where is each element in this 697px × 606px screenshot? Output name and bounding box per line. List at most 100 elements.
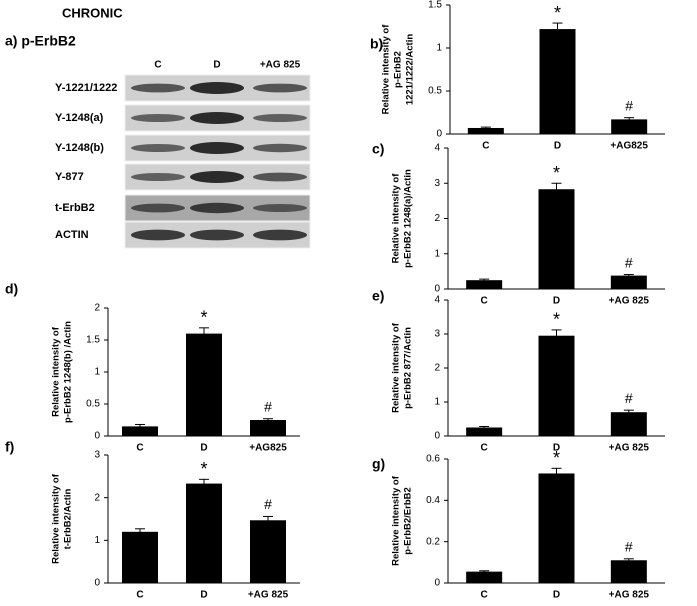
bar — [122, 531, 158, 583]
bar-chart: e) 0 1 2 3 4 Relative intensity of p-ErbB2 877/… — [372, 288, 665, 454]
y-axis-label: Relative intensity of — [391, 475, 402, 566]
significance-mark: # — [264, 398, 272, 414]
bar — [186, 333, 222, 436]
significance-mark: # — [625, 390, 633, 406]
blot-band — [190, 202, 244, 214]
bar — [610, 560, 647, 583]
lane-label: D — [213, 60, 220, 71]
blot-band — [253, 204, 307, 212]
blot-band — [190, 112, 244, 124]
x-tick-label: +AG 825 — [609, 296, 650, 307]
y-tick-label: 0.5 — [428, 86, 442, 97]
x-tick-label: D — [200, 443, 207, 454]
significance-mark: # — [625, 97, 633, 113]
x-tick-label: +AG 825 — [248, 590, 289, 601]
bar — [538, 473, 575, 583]
y-tick-label: 0.6 — [426, 454, 440, 465]
y-axis-label: 1221/1222/Actin — [405, 34, 416, 105]
bar — [467, 127, 504, 134]
y-tick-label: 1 — [94, 367, 100, 378]
blot-band — [253, 114, 307, 122]
y-tick-label: 2 — [434, 363, 440, 374]
panel-label: g) — [372, 456, 385, 472]
y-axis-label: p-ErbB2 1248(a)/Actin — [403, 169, 414, 268]
blot-band — [131, 144, 185, 152]
bar — [539, 29, 576, 134]
y-axis-label: p-ErbB2/ErbB2 — [403, 487, 414, 555]
row-label: Y-1248(a) — [55, 112, 104, 124]
y-axis-label: p-ErbB2 877/Actin — [403, 327, 414, 409]
x-tick-label: C — [481, 590, 488, 601]
blot-band — [131, 203, 185, 213]
y-tick-label: 1 — [94, 535, 100, 546]
x-tick-label: +AG825 — [249, 443, 287, 454]
blot-band — [190, 142, 244, 154]
y-tick-label: 0.4 — [426, 495, 440, 506]
y-tick-label: 0 — [94, 431, 100, 442]
y-tick-label: 0 — [434, 578, 440, 589]
y-tick-label: 0.2 — [426, 536, 440, 547]
significance-mark: * — [200, 308, 207, 328]
row-label: t-ErbB2 — [55, 202, 95, 214]
y-tick-label: 1 — [434, 248, 440, 259]
y-tick-label: 0 — [436, 129, 442, 140]
blot-band — [190, 82, 244, 94]
bar — [186, 483, 222, 583]
y-axis-label: Relative intensity of — [391, 322, 402, 413]
significance-mark: * — [553, 163, 560, 183]
y-tick-label: 0 — [434, 284, 440, 295]
x-tick-label: +AG 825 — [609, 590, 650, 601]
x-tick-label: D — [553, 590, 560, 601]
y-tick-label: 3 — [434, 178, 440, 189]
significance-mark: * — [553, 310, 560, 330]
y-axis-label: Relative intensity of — [51, 473, 62, 564]
panel-label: c) — [372, 141, 384, 157]
bar — [610, 412, 647, 436]
x-tick-label: D — [553, 443, 560, 454]
bar — [611, 119, 648, 134]
x-tick-label: C — [482, 141, 489, 152]
lane-label: +AG 825 — [260, 60, 301, 71]
x-tick-label: +AG825 — [610, 141, 648, 152]
bar — [538, 335, 575, 436]
significance-mark: * — [554, 3, 561, 23]
x-tick-label: +AG 825 — [609, 443, 650, 454]
y-axis-label: Relative intensity of — [381, 24, 392, 115]
y-axis-label: t-ErbB2/Actin — [63, 488, 74, 549]
y-axis-label: p-ErbB2 1248(b) /Actin — [63, 321, 74, 423]
y-tick-label: 2 — [94, 492, 100, 503]
y-tick-label: 0.5 — [86, 399, 100, 410]
y-tick-label: 0 — [94, 578, 100, 589]
y-tick-label: 0 — [434, 431, 440, 442]
bar — [466, 427, 503, 436]
blot-band — [253, 143, 307, 153]
y-axis-label: Relative intensity of — [51, 326, 62, 417]
bar — [538, 189, 575, 289]
row-label: Y-877 — [55, 171, 84, 183]
panel-label: e) — [372, 288, 384, 304]
x-tick-label: D — [554, 141, 561, 152]
blot-band — [190, 229, 244, 241]
x-tick-label: C — [136, 443, 143, 454]
y-tick-label: 1.5 — [428, 0, 442, 11]
bar — [466, 280, 503, 289]
y-tick-label: 3 — [434, 329, 440, 340]
y-axis-label: p-ErbB2 — [393, 51, 404, 88]
x-tick-label: D — [200, 590, 207, 601]
panel-label: f) — [5, 439, 14, 455]
western-blot: C D +AG 825 Y-1221/1222 Y-1248(a) Y-1248(b) Y-… — [55, 60, 311, 249]
bar-chart: d) 0 0.5 1 1.5 2 Relative intensity of p-ErbB2 … — [5, 281, 300, 454]
bar-chart: c) 0 1 2 3 4 Relative intensity of p-ErbB2 1248… — [372, 141, 665, 307]
y-tick-label: 1 — [434, 397, 440, 408]
y-tick-label: 3 — [94, 450, 100, 461]
blot-band — [253, 83, 307, 93]
row-label: Y-1221/1222 — [55, 82, 117, 94]
bar — [466, 571, 503, 583]
bar — [610, 275, 647, 289]
blot-band — [131, 114, 185, 122]
panel-label: b) — [370, 36, 383, 52]
blot-band — [190, 171, 244, 183]
panel-label: d) — [5, 281, 18, 297]
row-label: Y-1248(b) — [55, 142, 104, 154]
